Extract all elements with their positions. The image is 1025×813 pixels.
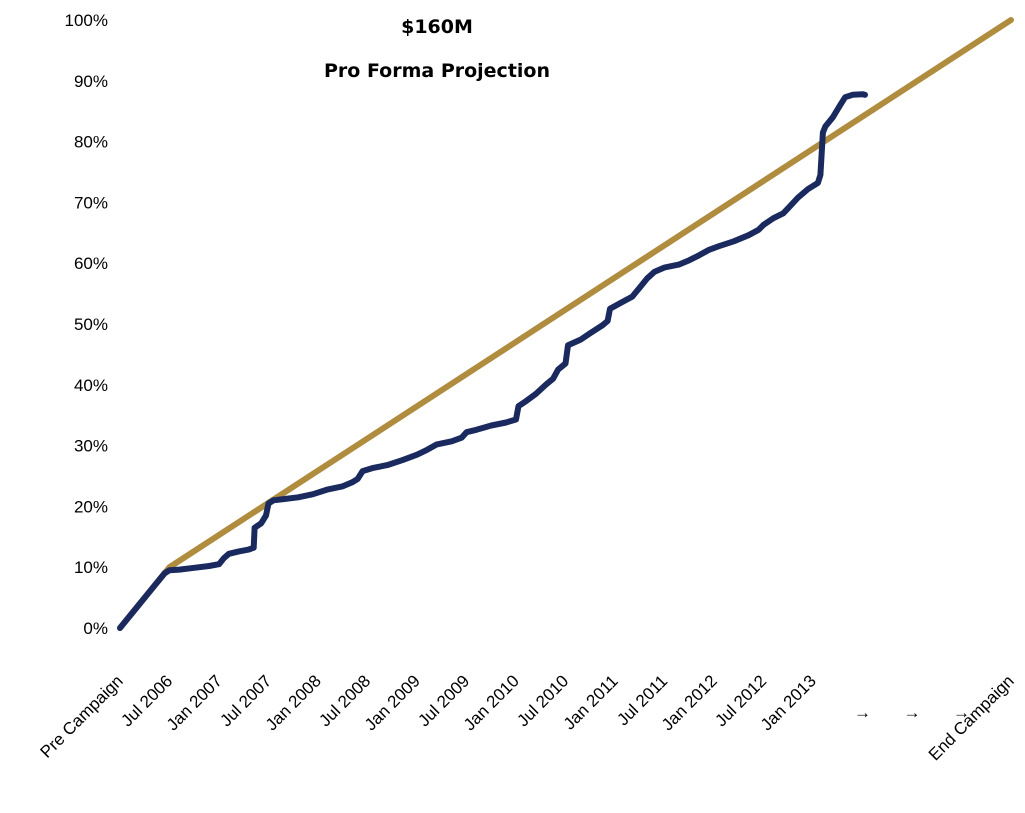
y-tick-label: 60% [74,254,108,273]
x-tick-label: Pre Campaign [37,671,127,761]
y-tick-label: 20% [74,497,108,516]
y-tick-label: 90% [74,72,108,91]
x-tick-label: Jan 2013 [757,671,820,734]
x-tick-label: Jan 2008 [262,671,325,734]
y-tick-label: 50% [74,315,108,334]
y-tick-label: 100% [65,11,108,30]
y-tick-label: 70% [74,193,108,212]
series-layer [117,17,1014,631]
x-tick-label: Jan 2012 [658,671,721,734]
series-line-actual [117,91,868,631]
y-tick-label: 30% [74,437,108,456]
chart-title: $160M [401,16,473,38]
x-tick-label: Jan 2009 [361,671,424,734]
chart-subtitle: Pro Forma Projection [324,60,550,82]
x-tick-label: Jan 2007 [163,671,226,734]
x-tick-label: → [854,703,871,722]
y-tick-label: 0% [83,619,108,638]
y-tick-label: 80% [74,133,108,152]
x-tick-label: Jan 2010 [460,671,523,734]
x-tick-label: → [904,703,921,722]
x-tick-label: Jan 2011 [560,671,622,733]
y-axis-ticks: 0% 10% 20% 30% 40% 50% 60% 70% 80% 90% 100% [65,11,108,638]
x-tick-label: → [953,703,970,722]
x-tick-label: End Campaign [925,671,1018,764]
y-tick-label: 10% [74,558,108,577]
y-tick-label: 40% [74,376,108,395]
